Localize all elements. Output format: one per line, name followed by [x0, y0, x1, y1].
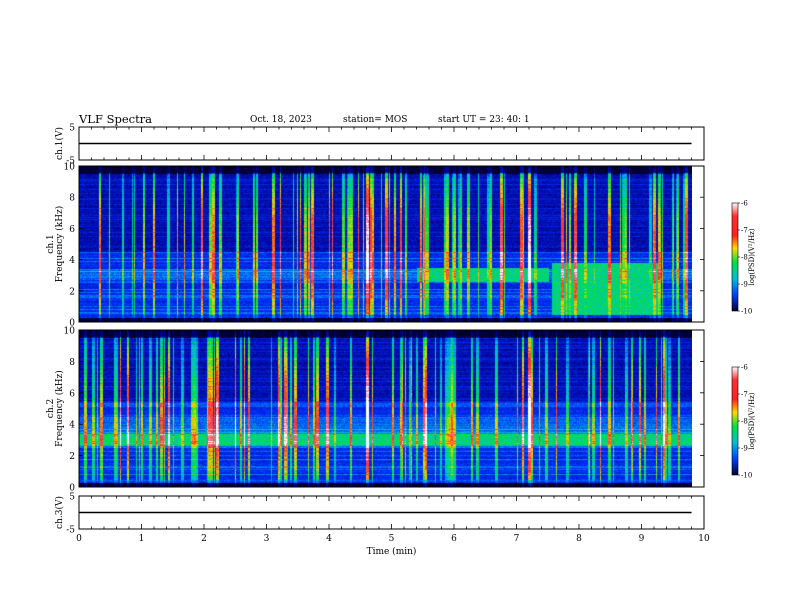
station-label: station= MOS — [343, 115, 408, 125]
ch1-spectrogram-image — [79, 166, 692, 322]
ch2-spectrogram-image — [79, 330, 692, 487]
y-tick-label: 8 — [69, 358, 75, 368]
y-tick-label: 0 — [69, 319, 75, 329]
ch1-spectrogram-colorbar-label: log(PSD)(V²/Hz) — [748, 228, 756, 285]
ch2-spectrogram-channel-label: ch.2 — [46, 399, 56, 418]
ch1-waveform-ylabel: ch.1(V) — [54, 127, 65, 160]
y-tick-label: 6 — [69, 225, 75, 235]
start-time-label: start UT = 23: 40: 1 — [438, 115, 530, 125]
chart-title: VLF Spectra — [79, 112, 153, 126]
y-tick-label: 10 — [64, 163, 76, 173]
ch1-spectrogram-colorbar — [731, 202, 739, 312]
y-tick-label: 4 — [69, 256, 75, 266]
colorbar-tick-label: -8 — [741, 418, 748, 426]
x-tick-label: 1 — [139, 534, 145, 544]
y-tick-label: 8 — [69, 194, 75, 204]
x-tick-label: 10 — [698, 534, 710, 544]
y-tick-label: 4 — [69, 421, 75, 431]
y-tick-label: 0 — [69, 484, 75, 494]
colorbar-tick-label: -8 — [741, 254, 748, 262]
y-tick-label: 2 — [69, 287, 75, 297]
ch2-spectrogram-colorbar — [731, 366, 739, 476]
colorbar-tick-label: -6 — [741, 200, 748, 208]
colorbar-tick-label: -7 — [741, 391, 748, 399]
x-tick-label: 8 — [576, 534, 582, 544]
y-tick-label: -5 — [66, 526, 75, 536]
x-tick-label: 9 — [639, 534, 645, 544]
colorbar-tick-label: -6 — [741, 364, 748, 372]
ch2-spectrogram-colorbar-label: log(PSD)(V²/Hz) — [748, 392, 756, 449]
x-tick-label: 4 — [326, 534, 332, 544]
colorbar-tick-label: -10 — [741, 308, 752, 316]
y-tick-label: 2 — [69, 452, 75, 462]
x-tick-label: 0 — [76, 534, 82, 544]
date-label: Oct. 18, 2023 — [250, 115, 312, 125]
x-tick-label: 6 — [451, 534, 457, 544]
x-tick-label: 2 — [201, 534, 207, 544]
y-tick-label: 10 — [64, 327, 76, 337]
y-tick-label: 6 — [69, 389, 75, 399]
y-tick-label: 5 — [69, 124, 75, 134]
y-tick-label: 5 — [69, 493, 75, 503]
colorbar-tick-label: -10 — [741, 472, 752, 480]
ch1-spectrogram-channel-label: ch.1 — [46, 234, 56, 253]
x-tick-label: 5 — [389, 534, 395, 544]
ch3-waveform-ylabel: ch.3(V) — [54, 496, 65, 529]
x-axis-label: Time (min) — [367, 546, 417, 557]
colorbar-tick-label: -9 — [741, 445, 748, 453]
x-tick-label: 3 — [264, 534, 270, 544]
colorbar-tick-label: -7 — [741, 227, 748, 235]
ch2-spectrogram-ylabel: Frequency (kHz) — [54, 370, 65, 447]
x-tick-label: 7 — [514, 534, 520, 544]
y-tick-label: -5 — [66, 157, 75, 167]
colorbar-tick-label: -9 — [741, 281, 748, 289]
ch1-spectrogram-ylabel: Frequency (kHz) — [54, 206, 65, 283]
